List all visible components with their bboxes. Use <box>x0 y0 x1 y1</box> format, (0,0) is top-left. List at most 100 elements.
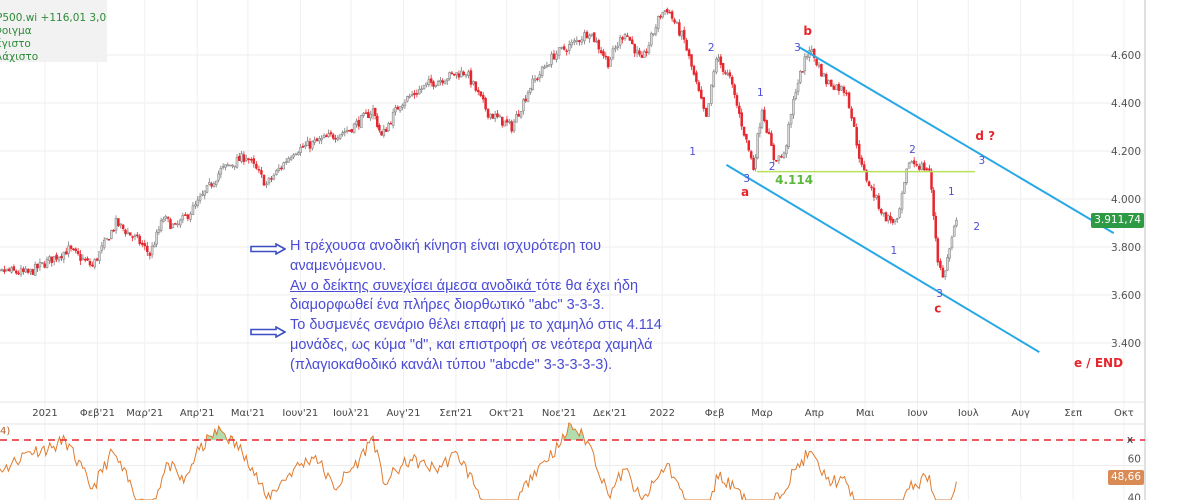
candle-up <box>38 262 42 268</box>
candle-up <box>955 219 958 226</box>
candle-up <box>41 262 44 264</box>
candle-up <box>205 185 209 193</box>
candle-up <box>408 95 411 98</box>
candle-down <box>112 229 115 232</box>
candle-down <box>138 235 141 244</box>
x-tick-label: Σεπ <box>1064 408 1082 419</box>
wave-label: 4.114 <box>775 173 813 187</box>
candle-up <box>29 268 32 272</box>
candle-up <box>707 103 710 117</box>
x-tick-label: 2021 <box>32 408 57 419</box>
candle-down <box>169 219 172 229</box>
candle-down <box>210 183 213 187</box>
candle-down <box>633 43 636 54</box>
candle-up <box>803 56 807 72</box>
candle-down <box>350 129 353 133</box>
candle-up <box>191 205 195 215</box>
candle-down <box>250 159 253 161</box>
candle-up <box>555 53 558 60</box>
candle-up <box>875 194 878 198</box>
candle-up <box>265 183 268 186</box>
candle-up <box>448 71 451 80</box>
candle-down <box>301 145 305 148</box>
candle-up <box>436 81 440 86</box>
candle-up <box>455 72 458 76</box>
candle-down <box>747 140 751 151</box>
candle-up <box>756 133 760 159</box>
candle-up <box>950 237 954 248</box>
candle-up <box>796 83 800 92</box>
candle-down <box>870 186 873 189</box>
candle-down <box>923 162 926 171</box>
candle-up <box>418 89 421 95</box>
candle-up <box>224 164 227 168</box>
candle-down <box>891 219 895 223</box>
candle-down <box>812 48 816 58</box>
candle-down <box>95 258 99 261</box>
candle-up <box>910 161 913 164</box>
candle-up <box>394 107 397 113</box>
candle-down <box>43 263 46 268</box>
candle-down <box>500 116 504 126</box>
candle-up <box>835 84 838 90</box>
candle-down <box>315 138 319 142</box>
y-tick-label: 4.000 <box>1111 194 1141 206</box>
candle-down <box>474 81 478 91</box>
candle-up <box>425 82 428 86</box>
candle-down <box>884 212 888 222</box>
candle-up <box>758 126 762 134</box>
x-tick-label: Ιουν <box>907 408 928 419</box>
candle-up <box>822 73 826 77</box>
candle-up <box>219 168 223 175</box>
candle-up <box>401 104 404 108</box>
candle-down <box>462 71 465 75</box>
candle-up <box>946 257 949 271</box>
candle-down <box>682 29 686 40</box>
candle-up <box>464 74 468 77</box>
candle-up <box>240 153 243 162</box>
candle-up <box>410 94 414 96</box>
candle-up <box>794 92 798 100</box>
x-tick-label: Φεβ <box>705 408 725 419</box>
candle-down <box>510 121 513 132</box>
y-tick-label: 3.600 <box>1111 290 1141 302</box>
candle-up <box>952 226 956 237</box>
candle-up <box>422 84 426 89</box>
candle-down <box>91 264 94 267</box>
axes: 4.6004.4004.2004.0003.8003.6003.40020202… <box>0 0 1146 500</box>
candle-up <box>618 37 622 46</box>
x-tick-label: Δεκ'21 <box>593 408 627 419</box>
x-tick-label: Απρ'21 <box>180 408 215 419</box>
candle-down <box>69 245 73 249</box>
candle-up <box>614 47 617 50</box>
right-arrow-icon <box>250 326 286 338</box>
candle-down <box>770 133 773 146</box>
candle-down <box>772 144 776 160</box>
candle-up <box>785 145 788 155</box>
candle-up <box>575 39 579 43</box>
candle-down <box>728 72 732 77</box>
candle-down <box>877 195 881 209</box>
candle-up <box>446 78 449 81</box>
candle-up <box>661 12 665 18</box>
candle-up <box>656 16 660 29</box>
candle-down <box>941 267 945 278</box>
candle-up <box>0 269 1 272</box>
candle-down <box>685 39 688 51</box>
candle-down <box>367 112 370 118</box>
x-tick-label: Ιουλ'21 <box>333 408 369 419</box>
candle-up <box>110 230 113 239</box>
candle-up <box>616 45 620 48</box>
candle-down <box>695 72 698 82</box>
candle-down <box>928 168 931 171</box>
indicator-label: 4) <box>0 426 11 437</box>
y-tick-label: 3.800 <box>1111 242 1141 254</box>
candle-down <box>930 170 933 190</box>
candle-down <box>763 109 766 121</box>
candle-down <box>348 130 351 132</box>
candle-down <box>450 72 454 75</box>
candle-up <box>194 204 197 207</box>
candle-down <box>673 19 676 23</box>
wave-label: 2 <box>909 144 916 156</box>
